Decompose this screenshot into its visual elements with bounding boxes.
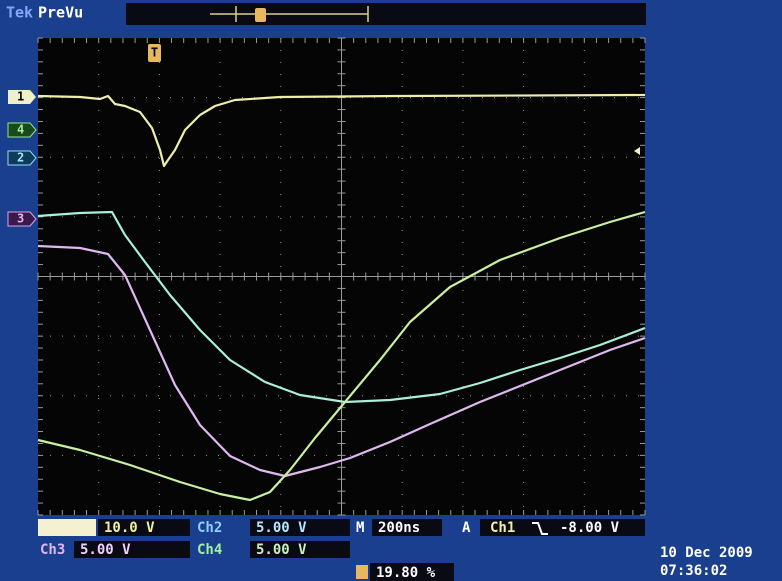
record-bar	[126, 3, 646, 25]
trigger-position	[255, 8, 266, 22]
ch-scale: 10.0 V	[104, 520, 155, 536]
ch-name: Ch2	[197, 520, 222, 536]
ch-scale: 5.00 V	[256, 520, 307, 536]
ch-marker: 4	[17, 123, 24, 137]
ch-marker: 2	[17, 151, 24, 165]
ch-name: Ch1	[44, 520, 69, 536]
timebase-label: M	[356, 520, 364, 536]
ch-marker: 3	[17, 212, 24, 226]
trigger-level: -8.00 V	[560, 520, 620, 536]
timebase-value: 200ns	[378, 520, 420, 536]
position-icon	[356, 565, 368, 579]
oscilloscope-screen: Tek PreVu T 1 4 2 3 Ch1 10.0 V Ch2 5.00 …	[0, 0, 782, 581]
ch-name: Ch4	[197, 542, 222, 558]
ch-marker: 1	[17, 90, 24, 104]
trigger-label: A	[462, 520, 471, 536]
ch-scale: 5.00 V	[80, 542, 131, 558]
position-value: 19.80 %	[376, 565, 436, 581]
mode: PreVu	[38, 4, 83, 22]
trigger-source: Ch1	[490, 520, 515, 536]
time: 07:36:02	[660, 563, 727, 579]
date: 10 Dec 2009	[660, 545, 753, 561]
ch-scale: 5.00 V	[256, 542, 307, 558]
ch-name: Ch3	[40, 542, 65, 558]
brand: Tek	[6, 4, 33, 22]
trigger-marker-label: T	[151, 46, 158, 60]
